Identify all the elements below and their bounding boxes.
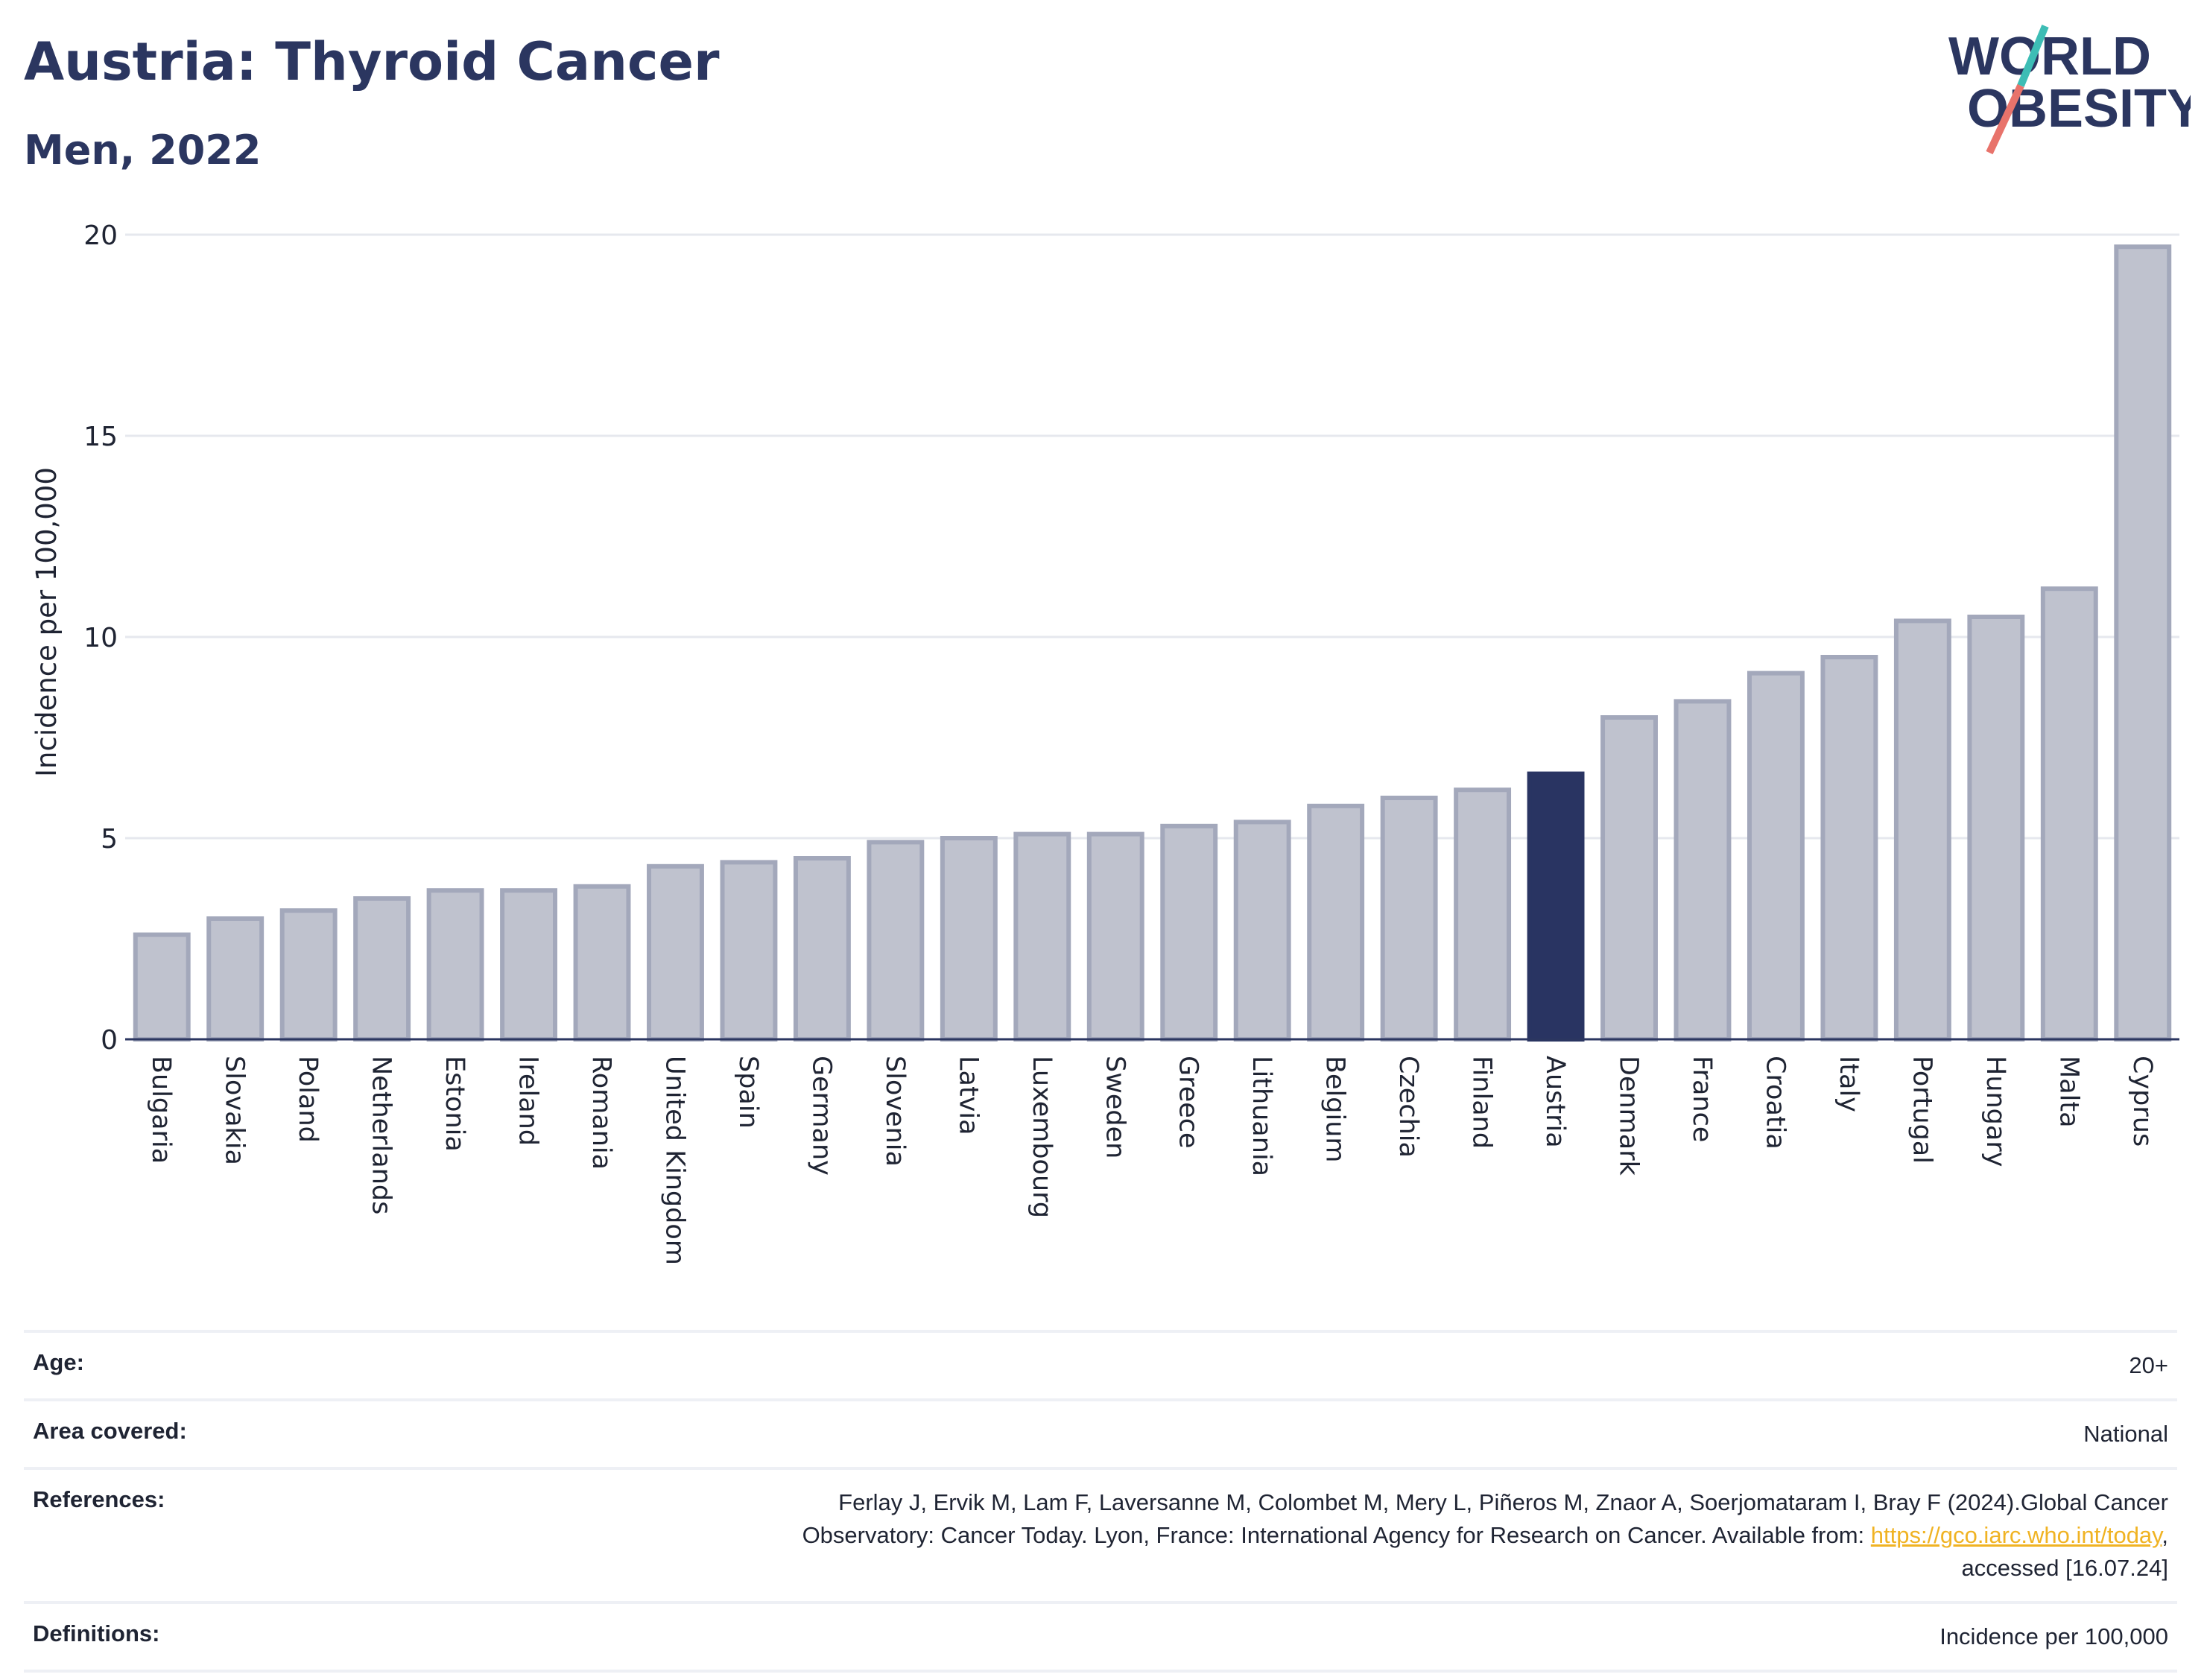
x-tick-label: Belgium — [1320, 1056, 1350, 1163]
meta-row-definitions: Definitions: Incidence per 100,000 — [24, 1601, 2177, 1673]
x-tick-label: Luxembourg — [1027, 1056, 1057, 1218]
x-tick-label: Spain — [733, 1056, 763, 1129]
reference-line-1: Ferlay J, Ervik M, Lam F, Laversanne M, … — [838, 1489, 2168, 1515]
bar-hungary — [1967, 615, 2025, 1042]
meta-value: Incidence per 100,000 — [1939, 1623, 2168, 1649]
bar-chart: 0 5 10 15 20 Bulgaria Slovakia Poland Netherland… — [31, 221, 2179, 1265]
meta-value: 20+ — [2129, 1352, 2168, 1378]
bar-france — [1673, 699, 1732, 1042]
meta-value: National — [2083, 1421, 2168, 1447]
meta-label: Age: — [33, 1349, 84, 1375]
x-tick-label: Bulgaria — [146, 1056, 176, 1164]
x-tick-label: Denmark — [1614, 1056, 1644, 1176]
bar-slovenia — [867, 840, 925, 1042]
bar-greece — [1160, 823, 1218, 1042]
bar-sweden — [1086, 831, 1144, 1042]
bar-lithuania — [1233, 820, 1291, 1042]
x-tick-label: Slovenia — [880, 1056, 910, 1167]
bar-austria — [1527, 771, 1585, 1042]
bar-bulgaria — [133, 932, 191, 1042]
y-tick-label: 0 — [101, 1025, 118, 1056]
y-tick-label: 15 — [83, 422, 118, 452]
bar-czechia — [1380, 796, 1438, 1042]
bar-ireland — [500, 888, 558, 1042]
bar-italy — [1820, 655, 1878, 1042]
meta-label: Area covered: — [33, 1418, 187, 1444]
x-tick-label: Greece — [1174, 1056, 1203, 1149]
x-tick-label: Portugal — [1907, 1056, 1937, 1164]
bar-luxembourg — [1013, 831, 1071, 1042]
bar-netherlands — [353, 896, 411, 1042]
x-tick-label: Italy — [1834, 1056, 1863, 1112]
chart-title: Austria: Thyroid Cancer — [24, 31, 720, 92]
bar-finland — [1454, 787, 1512, 1042]
y-tick-label: 5 — [101, 824, 118, 855]
bar-malta — [2040, 586, 2098, 1042]
x-tick-label: Czechia — [1393, 1056, 1423, 1158]
reference-link[interactable]: https://gco.iarc.who.int/today — [1870, 1522, 2162, 1548]
meta-row-age: Age: 20+ — [24, 1330, 2177, 1398]
x-tick-label: Hungary — [1980, 1056, 2010, 1167]
reference-comma: , — [2162, 1522, 2168, 1548]
bar-united-kingdom — [647, 863, 704, 1042]
bar-spain — [720, 860, 778, 1042]
x-tick-label: Sweden — [1100, 1056, 1130, 1158]
x-tick-label: Estonia — [440, 1056, 469, 1152]
x-tick-label: United Kingdom — [659, 1056, 689, 1265]
bar-croatia — [1747, 671, 1805, 1042]
world-obesity-logo: WORLD OBESITY — [1948, 25, 2191, 155]
meta-label: Definitions: — [33, 1620, 160, 1646]
bar-denmark — [1600, 715, 1658, 1042]
meta-row-area: Area covered: National — [24, 1398, 2177, 1467]
reference-line-2: Observatory: Cancer Today. Lyon, France:… — [802, 1522, 1871, 1548]
x-tick-label: Cyprus — [2127, 1056, 2157, 1147]
svg-text:WORLD: WORLD — [1948, 27, 2151, 86]
x-tick-label: Croatia — [1760, 1056, 1790, 1150]
y-tick-label: 20 — [83, 221, 118, 251]
bar-poland — [279, 908, 338, 1042]
x-tick-label: Latvia — [953, 1056, 983, 1135]
meta-value: Ferlay J, Ervik M, Lam F, Laversanne M, … — [802, 1486, 2168, 1585]
metadata-table: Age: 20+ Area covered: National Referenc… — [24, 1330, 2177, 1673]
x-tick-label: Lithuania — [1247, 1056, 1276, 1176]
x-tick-label: Austria — [1540, 1056, 1570, 1148]
x-tick-label: Malta — [2053, 1056, 2083, 1128]
x-tick-label: Romania — [586, 1056, 616, 1170]
x-tick-label: Finland — [1467, 1056, 1497, 1149]
x-tick-label: Poland — [293, 1056, 323, 1143]
meta-label: References: — [33, 1486, 165, 1512]
bar-belgium — [1307, 803, 1365, 1042]
chart-subtitle: Men, 2022 — [24, 127, 262, 174]
bar-latvia — [940, 836, 998, 1042]
meta-row-references: References: Ferlay J, Ervik M, Lam F, La… — [24, 1467, 2177, 1601]
bar-estonia — [426, 888, 484, 1042]
y-axis-label: Incidence per 100,000 — [31, 467, 63, 777]
x-tick-label: France — [1687, 1056, 1717, 1142]
bar-romania — [573, 884, 631, 1042]
bar-germany — [793, 856, 851, 1042]
bar-portugal — [1893, 618, 1951, 1042]
x-tick-label: Netherlands — [367, 1056, 396, 1214]
x-tick-label: Slovakia — [220, 1056, 250, 1165]
bar-cyprus — [2114, 244, 2172, 1042]
x-tick-label: Ireland — [513, 1056, 543, 1146]
reference-line-3: accessed [16.07.24] — [1961, 1555, 2168, 1581]
y-tick-label: 10 — [83, 623, 118, 653]
bar-slovakia — [206, 916, 265, 1042]
x-tick-label: Germany — [806, 1056, 836, 1176]
